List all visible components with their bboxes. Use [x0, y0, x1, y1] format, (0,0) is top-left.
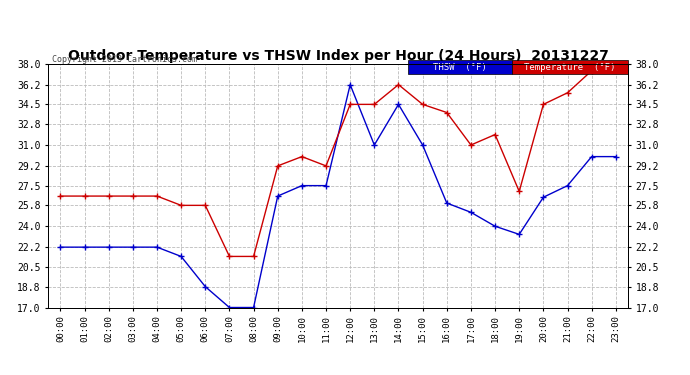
- Text: Temperature  (°F): Temperature (°F): [524, 63, 615, 72]
- FancyBboxPatch shape: [408, 60, 512, 74]
- Text: Copyright 2013 Cartronics.com: Copyright 2013 Cartronics.com: [52, 55, 197, 64]
- Text: THSW  (°F): THSW (°F): [433, 63, 486, 72]
- Title: Outdoor Temperature vs THSW Index per Hour (24 Hours)  20131227: Outdoor Temperature vs THSW Index per Ho…: [68, 49, 609, 63]
- FancyBboxPatch shape: [512, 60, 628, 74]
